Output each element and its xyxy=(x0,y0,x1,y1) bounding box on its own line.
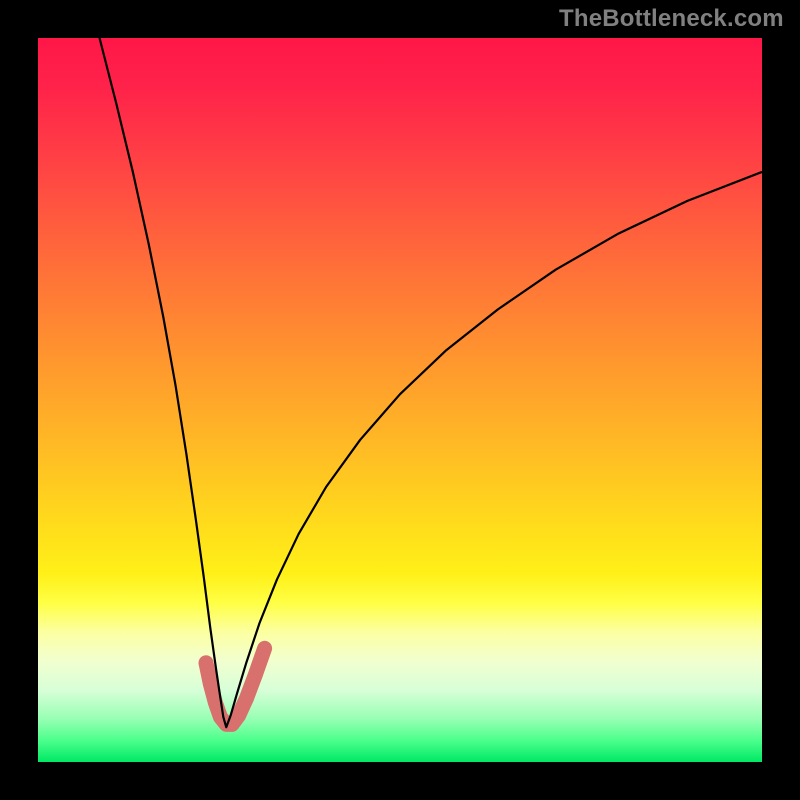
chart-frame xyxy=(0,0,800,800)
watermark-text: TheBottleneck.com xyxy=(559,5,784,33)
